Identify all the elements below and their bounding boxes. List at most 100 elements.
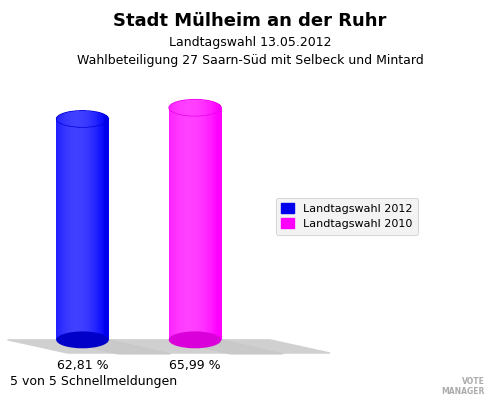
Bar (96, 119, 98, 340)
Bar (106, 119, 108, 340)
Bar (85, 110, 86, 127)
Bar (60, 119, 62, 340)
Bar (74, 111, 76, 127)
Bar (100, 119, 102, 340)
Bar (76, 119, 78, 340)
Bar (203, 100, 204, 116)
Bar (58, 115, 59, 122)
Bar (88, 119, 90, 340)
Bar (215, 102, 216, 113)
Bar (84, 119, 86, 340)
Bar (81, 119, 82, 340)
Bar (198, 108, 199, 340)
Bar (211, 101, 212, 114)
Bar (170, 104, 172, 111)
Bar (186, 100, 188, 116)
Bar (93, 119, 94, 340)
Bar (204, 100, 205, 116)
Bar (178, 101, 179, 114)
Bar (86, 110, 88, 127)
Bar (68, 119, 70, 340)
Bar (101, 119, 102, 340)
Bar (98, 112, 100, 126)
Bar (190, 108, 192, 340)
Bar (181, 100, 182, 115)
Bar (102, 113, 103, 124)
Bar (68, 112, 70, 126)
Bar (178, 108, 179, 340)
Bar (184, 108, 186, 340)
Bar (214, 102, 216, 113)
Bar (107, 116, 108, 121)
Bar (174, 102, 176, 113)
Bar (210, 108, 211, 340)
Bar (186, 108, 188, 340)
Bar (90, 111, 91, 127)
Bar (76, 111, 77, 127)
Bar (99, 112, 100, 125)
Bar (108, 118, 109, 120)
Bar (201, 108, 202, 340)
Bar (192, 99, 194, 116)
Bar (218, 108, 219, 340)
Bar (187, 108, 188, 340)
Bar (172, 103, 174, 112)
Bar (188, 100, 189, 116)
Bar (212, 108, 213, 340)
Bar (200, 100, 202, 116)
Bar (178, 108, 180, 340)
Bar (88, 111, 89, 127)
Bar (202, 108, 203, 340)
Bar (67, 119, 68, 340)
Bar (209, 108, 210, 340)
Bar (56, 117, 58, 121)
Bar (70, 119, 71, 340)
Bar (80, 110, 81, 127)
Text: Wahlbeteiligung 27 Saarn-Süd mit Selbeck und Mintard: Wahlbeteiligung 27 Saarn-Süd mit Selbeck… (76, 54, 424, 67)
Bar (73, 111, 74, 127)
Bar (78, 110, 80, 127)
Bar (104, 119, 106, 340)
Bar (189, 100, 190, 116)
Bar (94, 119, 95, 340)
Bar (90, 119, 92, 340)
Bar (76, 111, 78, 127)
Bar (95, 112, 96, 126)
Bar (204, 108, 205, 340)
Bar (82, 110, 84, 127)
Bar (195, 108, 196, 340)
Bar (198, 99, 199, 116)
Bar (218, 104, 220, 111)
Bar (82, 110, 83, 127)
Bar (76, 119, 77, 340)
Bar (88, 119, 89, 340)
Bar (196, 108, 197, 340)
Bar (91, 111, 92, 127)
Bar (74, 111, 75, 127)
Bar (206, 108, 207, 340)
Bar (107, 119, 108, 340)
Bar (218, 108, 220, 340)
Legend: Landtagswahl 2012, Landtagswahl 2010: Landtagswahl 2012, Landtagswahl 2010 (276, 198, 418, 235)
Bar (184, 108, 185, 340)
Bar (179, 108, 180, 340)
Bar (100, 113, 102, 125)
Bar (197, 99, 198, 116)
Bar (217, 108, 218, 340)
Bar (212, 102, 214, 114)
Bar (182, 108, 183, 340)
Bar (88, 111, 90, 127)
Bar (87, 110, 88, 127)
Text: 65,99 %: 65,99 % (169, 359, 221, 372)
Bar (104, 119, 105, 340)
Bar (198, 108, 200, 340)
Bar (188, 108, 189, 340)
Bar (212, 101, 213, 114)
Bar (60, 114, 62, 124)
Bar (62, 114, 63, 124)
Text: 5 von 5 Schnellmeldungen: 5 von 5 Schnellmeldungen (10, 375, 177, 388)
Bar (190, 99, 191, 116)
Bar (197, 108, 198, 340)
Bar (80, 119, 81, 340)
Bar (62, 113, 64, 124)
